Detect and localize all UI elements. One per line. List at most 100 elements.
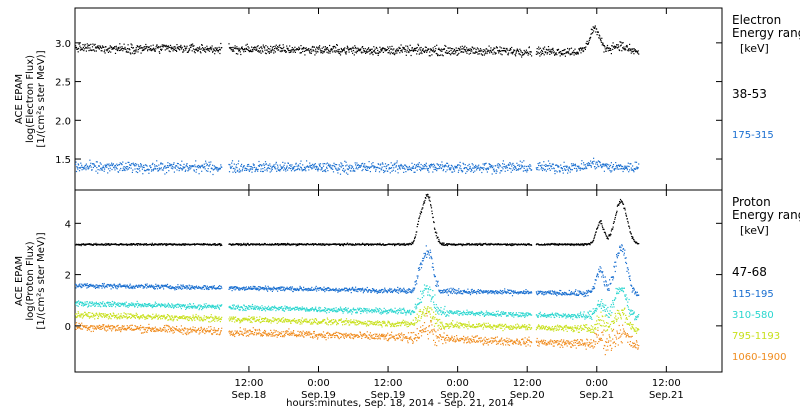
data-point: [404, 48, 406, 50]
data-point: [324, 170, 326, 172]
data-point: [386, 291, 388, 293]
data-point: [408, 165, 410, 168]
data-point: [502, 160, 504, 162]
data-point: [514, 290, 516, 292]
data-point: [178, 170, 180, 172]
data-point: [396, 48, 398, 50]
data-point: [415, 281, 417, 283]
data-point: [516, 162, 518, 164]
data-point: [415, 280, 417, 282]
data-point: [482, 290, 484, 292]
data-point: [182, 166, 184, 168]
data-point: [454, 50, 456, 52]
data-point: [371, 48, 373, 50]
data-point: [343, 288, 345, 290]
data-point: [389, 289, 391, 291]
data-point: [200, 165, 202, 167]
data-point: [271, 166, 273, 168]
data-point: [609, 235, 611, 237]
data-point: [469, 48, 471, 50]
data-point: [137, 286, 139, 288]
data-point: [620, 164, 622, 167]
data-point: [569, 167, 571, 169]
data-point: [326, 289, 328, 291]
data-point: [378, 167, 380, 169]
data-point: [488, 50, 490, 52]
data-point: [265, 53, 267, 55]
data-point: [101, 45, 104, 47]
data-point: [603, 170, 605, 172]
data-point: [270, 289, 272, 291]
data-point: [352, 52, 354, 54]
data-point: [438, 240, 440, 242]
data-point: [413, 240, 415, 242]
data-point: [621, 168, 623, 170]
data-point: [556, 295, 558, 297]
data-point: [448, 168, 450, 170]
data-point: [614, 218, 616, 220]
data-point: [119, 284, 121, 286]
data-point: [195, 286, 197, 288]
data-point: [561, 52, 563, 55]
data-point: [520, 50, 522, 52]
data-point: [354, 170, 356, 172]
data-point: [166, 286, 168, 288]
data-point: [428, 171, 430, 173]
data-point: [425, 197, 427, 199]
data-point: [119, 43, 121, 45]
data-point: [362, 162, 364, 164]
data-point: [594, 233, 596, 235]
data-point: [472, 292, 474, 294]
data-point: [143, 164, 145, 167]
data-point: [267, 48, 270, 50]
data-point: [368, 289, 370, 291]
data-point: [111, 165, 113, 167]
data-point: [267, 167, 269, 169]
data-point: [582, 293, 584, 295]
data-point: [349, 164, 351, 166]
data-point: [448, 290, 450, 292]
data-point: [95, 286, 97, 288]
data-point: [162, 46, 164, 48]
data-point: [598, 37, 600, 39]
data-point: [506, 291, 508, 293]
data-point: [600, 41, 602, 43]
data-point: [378, 171, 381, 173]
data-point: [454, 165, 456, 167]
data-point: [387, 170, 389, 172]
data-point: [375, 243, 377, 245]
data-point: [394, 288, 396, 290]
data-point: [366, 166, 368, 168]
data-point: [115, 167, 117, 169]
data-point: [601, 223, 603, 225]
data-point: [154, 50, 156, 52]
data-point: [238, 244, 240, 246]
data-point: [467, 48, 469, 50]
data-point: [219, 52, 221, 55]
data-point: [305, 288, 307, 290]
data-point: [547, 165, 549, 167]
data-point: [221, 47, 223, 49]
data-point: [235, 48, 237, 50]
data-point: [331, 165, 333, 167]
data-point: [214, 243, 216, 245]
data-point: [433, 49, 435, 51]
data-point: [131, 44, 133, 46]
data-point: [313, 244, 315, 246]
data-point: [390, 48, 392, 50]
data-point: [250, 166, 252, 168]
data-point: [543, 54, 545, 56]
data-point: [555, 170, 557, 172]
data-point: [247, 169, 249, 171]
data-point: [581, 49, 583, 51]
data-point: [381, 162, 384, 164]
data-point: [176, 46, 179, 48]
data-point: [518, 291, 520, 293]
data-point: [390, 291, 392, 293]
data-point: [462, 170, 464, 172]
data-point: [392, 49, 394, 51]
data-point: [511, 169, 514, 171]
data-point: [626, 46, 628, 48]
data-point: [314, 163, 316, 165]
data-point: [577, 294, 579, 296]
